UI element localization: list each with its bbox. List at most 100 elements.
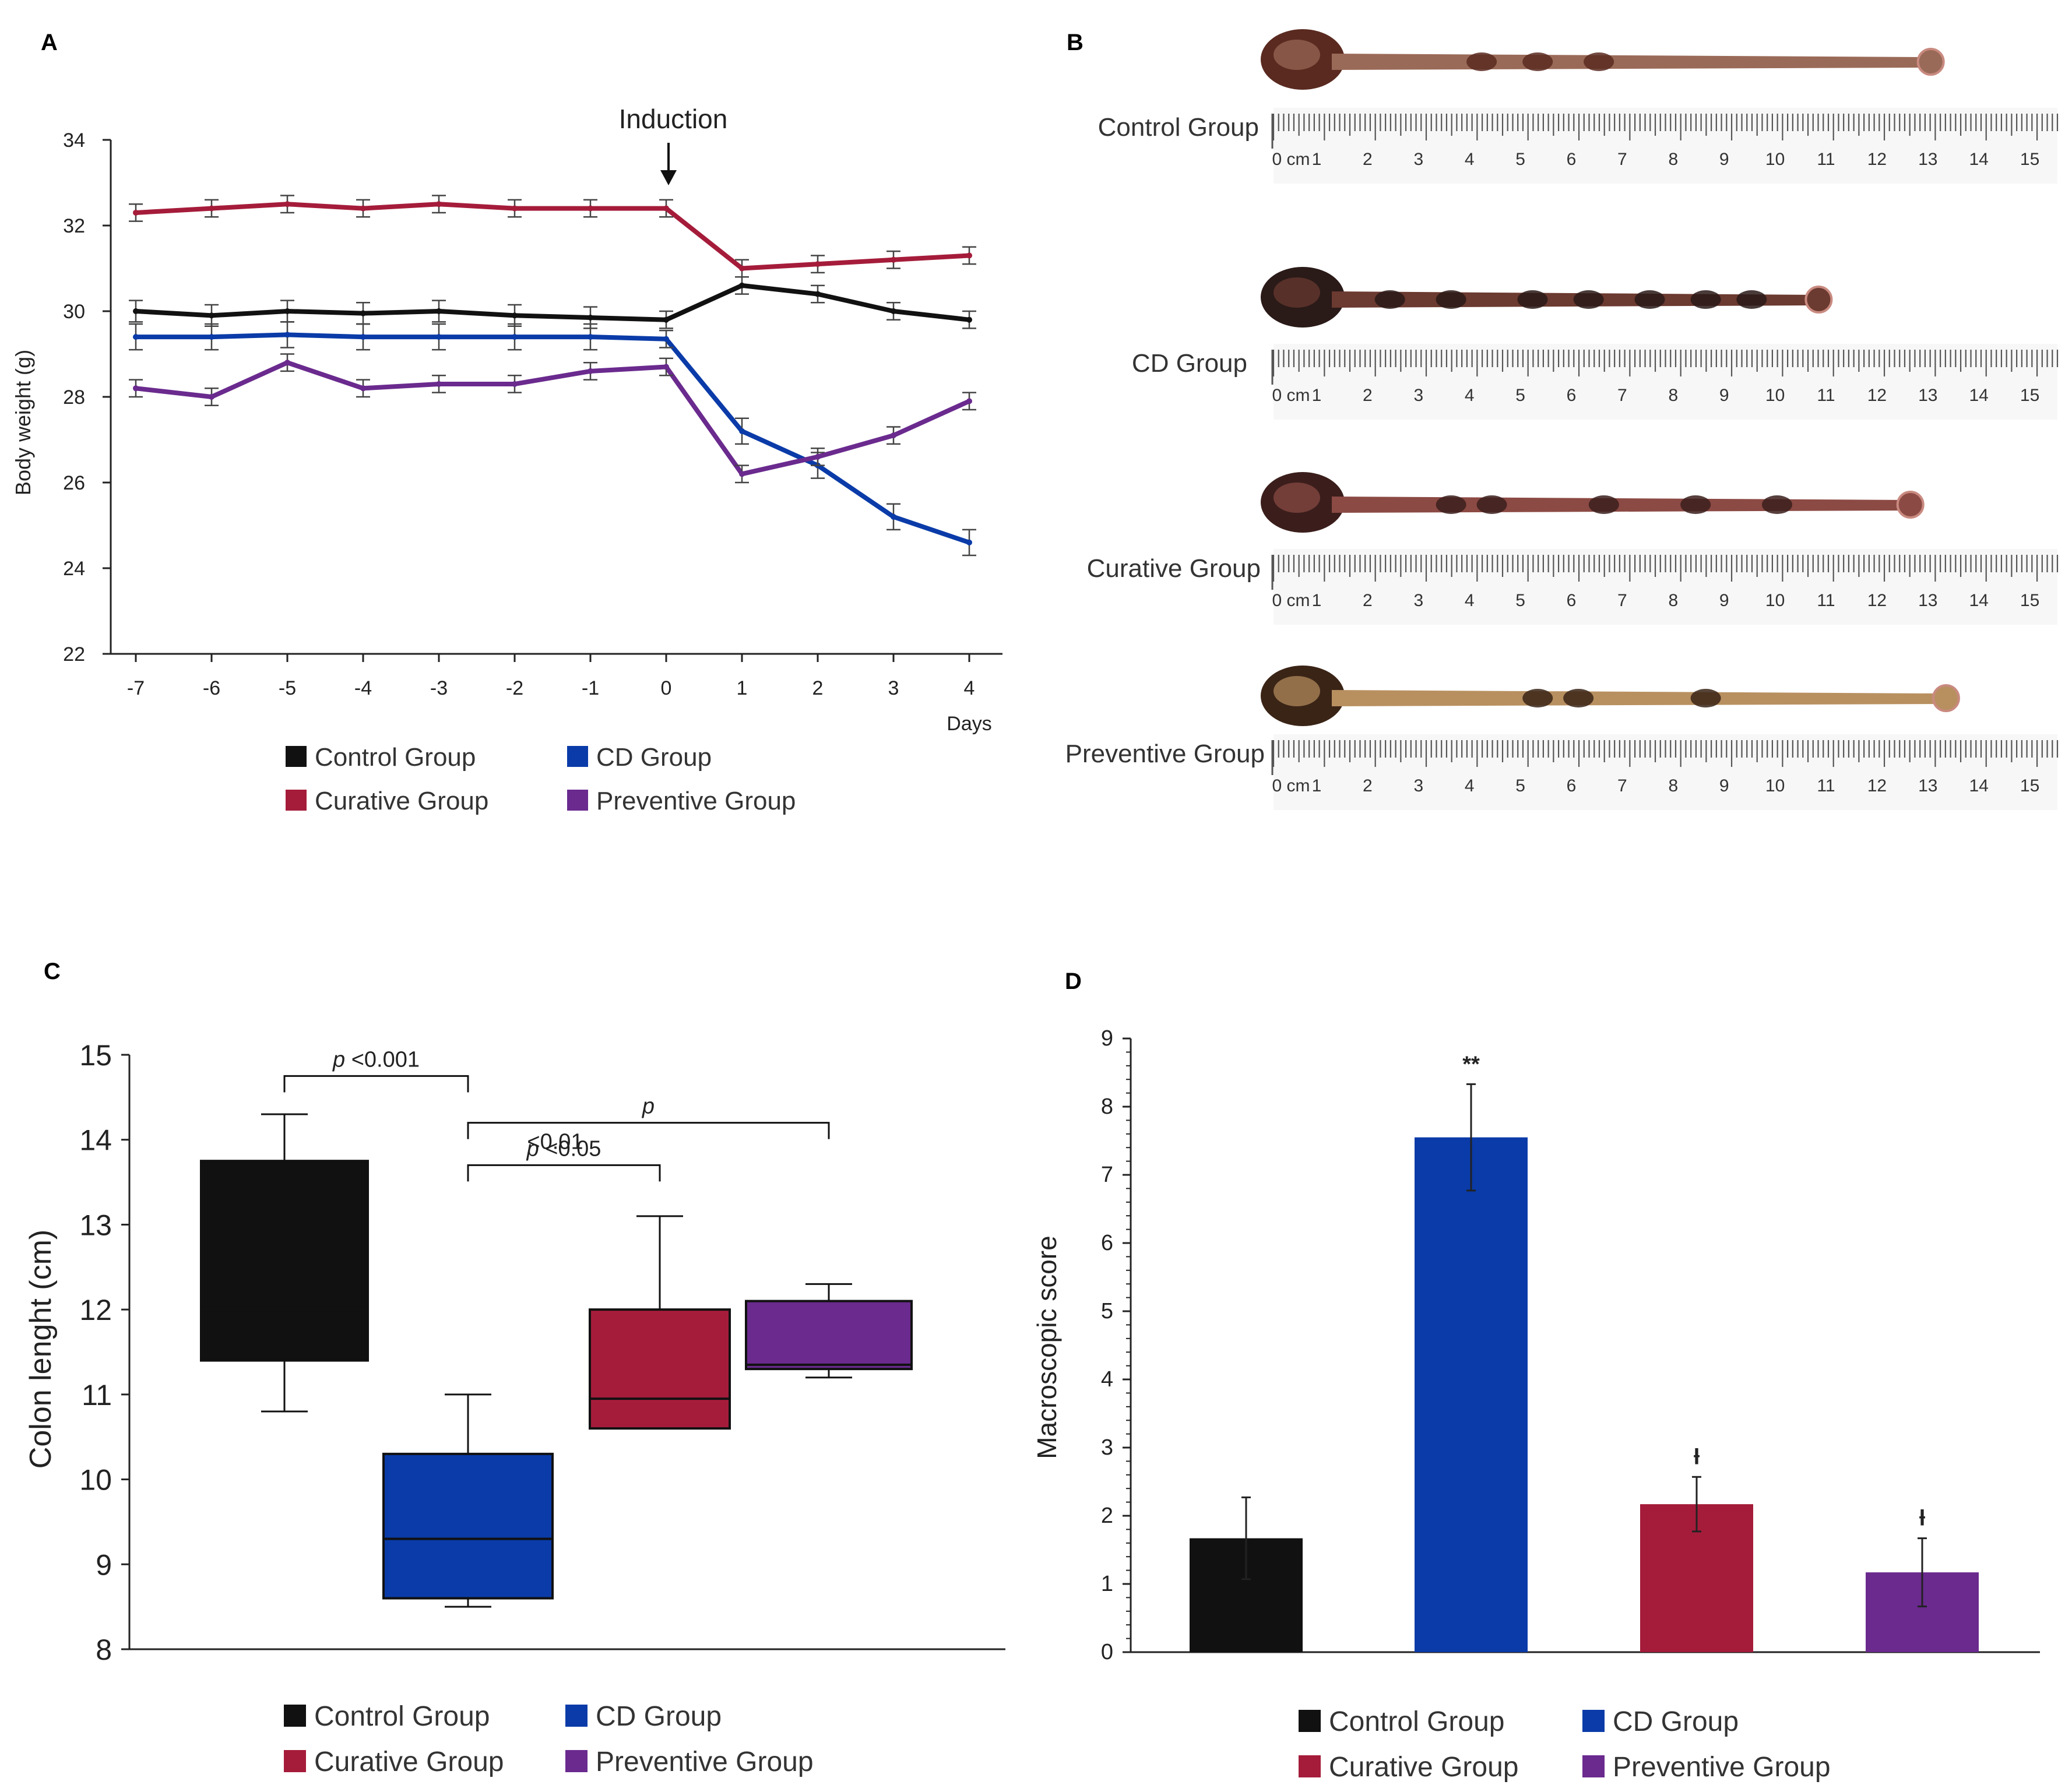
ruler-label: 14: [1969, 150, 1989, 169]
data-point-control: [891, 308, 896, 314]
ruler-label: 6: [1567, 386, 1577, 405]
legend-swatch-curative: [1299, 1755, 1321, 1777]
box-cd: [382, 1393, 554, 1608]
data-point-curative: [209, 205, 214, 212]
ruler-label: 5: [1515, 150, 1525, 169]
cecum-highlight: [1274, 676, 1320, 706]
y-tick-label: 4: [1101, 1367, 1113, 1392]
fecal-pellet: [1517, 290, 1548, 309]
panel-label-c: C: [44, 959, 61, 984]
ruler-label: 3: [1413, 591, 1423, 610]
ruler-label: 2: [1363, 591, 1373, 610]
y-tick-label: 22: [63, 643, 85, 666]
ruler-label: 9: [1719, 776, 1729, 795]
series-control: [129, 276, 976, 329]
p-value: <0.05: [539, 1136, 601, 1161]
row-label: Curative Group: [1087, 554, 1261, 583]
data-point-control: [588, 315, 593, 321]
y-tick-label: 6: [1101, 1231, 1113, 1255]
data-point-curative: [512, 205, 518, 212]
legend-label-curative: Curative Group: [314, 1747, 504, 1777]
y-tick-label: 0: [1101, 1640, 1113, 1664]
ruler-label: 12: [1867, 591, 1887, 610]
data-point-cd: [512, 334, 518, 340]
ruler-label: 3: [1413, 150, 1423, 169]
legend-swatch-control: [284, 1705, 306, 1727]
colon-body: [1332, 497, 1908, 513]
ruler-label: 11: [1817, 776, 1835, 795]
data-point-preventive: [360, 385, 366, 392]
x-tick-label: -4: [354, 677, 372, 699]
data-point-control: [284, 308, 290, 314]
data-point-preventive: [209, 394, 214, 400]
ruler-label: 14: [1969, 386, 1989, 405]
legend-label-cd: CD Group: [596, 1701, 722, 1732]
ruler-label: 8: [1668, 776, 1678, 795]
data-point-cd: [663, 336, 669, 342]
x-axis-label: Days: [947, 713, 991, 735]
fecal-pellet: [1476, 495, 1507, 514]
ruler-label: 0 cm: [1272, 591, 1310, 610]
data-point-preventive: [966, 398, 972, 404]
ruler-label: 13: [1918, 150, 1937, 169]
data-point-control: [663, 316, 669, 323]
fecal-pellet: [1634, 290, 1665, 309]
significance-bracket: p <0.001: [283, 1047, 469, 1093]
ruler-label: 8: [1668, 591, 1678, 610]
bar-rect: [1415, 1137, 1528, 1652]
fecal-pellet: [1466, 52, 1497, 71]
panel-label-a: A: [41, 30, 58, 55]
x-tick-label: 1: [737, 677, 748, 699]
x-tick-label: -1: [582, 677, 599, 699]
box-curative: [589, 1215, 731, 1430]
p-symbol: p: [526, 1136, 539, 1161]
fecal-pellet: [1563, 689, 1594, 707]
data-point-curative: [966, 252, 972, 259]
ruler-label: 6: [1567, 776, 1577, 795]
fecal-pellet: [1573, 290, 1604, 309]
ruler-label: 4: [1465, 150, 1475, 169]
fecal-pellet: [1584, 52, 1614, 71]
colon-end: [1916, 48, 1945, 76]
fecal-pellet: [1522, 689, 1553, 707]
bracket-line: [283, 1075, 469, 1093]
data-point-curative: [891, 256, 896, 263]
y-tick-label: 9: [1101, 1026, 1113, 1051]
series-line-cd: [136, 332, 970, 545]
panel-d-bar-chart: 0 1 2 3 4 5 6 7 8 9 Macroscopic score ** ƚ ƚ Control G…: [1032, 1026, 2040, 1783]
data-point-control: [436, 308, 442, 314]
p-value-label: p: [642, 1094, 655, 1119]
series-curative: [129, 195, 976, 278]
y-tick-label: 28: [63, 386, 85, 409]
ruler-label: 5: [1515, 776, 1525, 795]
ruler-label: 8: [1668, 150, 1678, 169]
x-tick-label: -3: [430, 677, 448, 699]
ruler-label: 4: [1465, 591, 1475, 610]
fecal-pellet: [1436, 495, 1466, 514]
ruler-label: 10: [1765, 776, 1785, 795]
legend-label-preventive: Preventive Group: [596, 787, 796, 815]
ruler-label: 9: [1719, 386, 1729, 405]
ruler-label: 12: [1867, 150, 1887, 169]
ruler-label: 2: [1363, 150, 1373, 169]
ruler-label: 5: [1515, 591, 1525, 610]
ruler-label: 13: [1918, 386, 1937, 405]
series-line-control: [135, 283, 970, 322]
box-iqr: [589, 1308, 731, 1430]
legend-label-control: Control Group: [314, 1701, 490, 1732]
ruler-label: 15: [2020, 386, 2039, 405]
row-label: CD Group: [1132, 349, 1247, 378]
p-symbol: p: [642, 1094, 655, 1119]
y-tick-label: 13: [79, 1209, 112, 1241]
data-point-curative: [360, 205, 366, 212]
x-tick-label: 0: [661, 677, 672, 699]
data-point-preventive: [815, 453, 821, 460]
legend-label-cd: CD Group: [1613, 1706, 1739, 1737]
ruler-label: 13: [1918, 591, 1937, 610]
legend-label-preventive: Preventive Group: [596, 1747, 814, 1777]
legend-swatch-cd: [565, 1705, 588, 1727]
